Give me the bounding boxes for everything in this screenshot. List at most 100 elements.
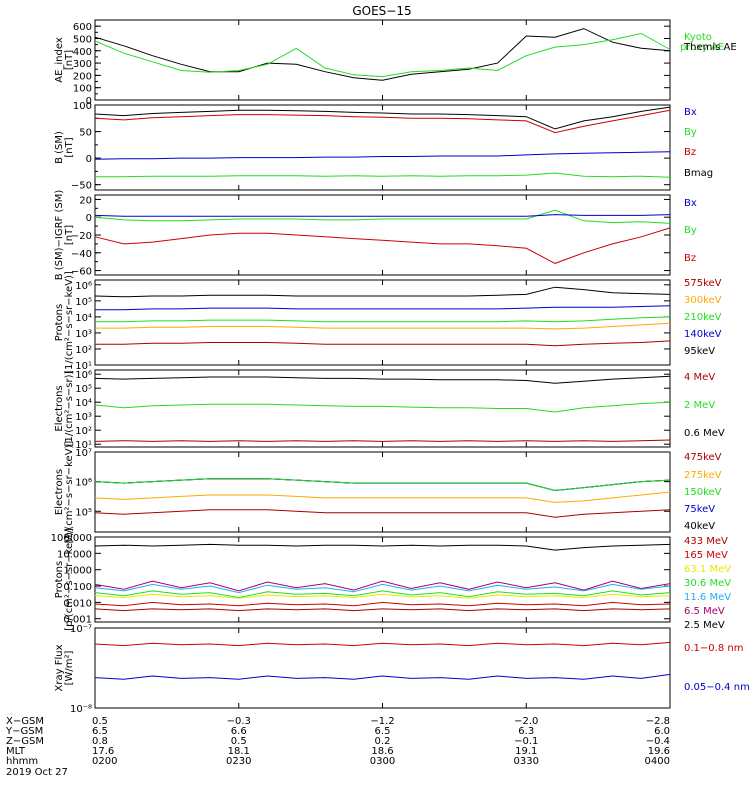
y-axis-label: [W/m²] <box>64 650 75 685</box>
y-tick-label: 0 <box>86 154 92 165</box>
legend-entry: Bz <box>684 147 696 158</box>
y-tick-label: 20 <box>79 195 92 206</box>
x-row-value: 0300 <box>370 756 395 767</box>
panel-8: 10⁻⁸ 10⁻⁷ Xray Flux [W/m²] 0.1−0.8 nm 0.05−0.… <box>54 624 750 715</box>
series-line-165-mev <box>94 601 671 607</box>
y-tick-label: 10⁵ <box>75 297 92 308</box>
series-line-300kev <box>95 322 671 330</box>
y-tick-label: −20 <box>71 231 92 242</box>
y-tick-label: −40 <box>71 249 92 260</box>
series-line-bmag <box>94 106 671 130</box>
x-row-label: Y−GSM <box>5 726 43 737</box>
y-tick-label: 400 <box>73 47 92 58</box>
series-line-0-05-0-4-nm <box>94 673 671 680</box>
panel-5: 10¹ 10² 10³ 10⁴ 10⁵ 10⁶ Electrons [1/(cm²−s−sr)… <box>54 369 725 451</box>
series-line-0-1-0-8-nm <box>94 641 671 647</box>
legend-entry: 210keV <box>684 312 722 323</box>
series-line-63-1-mev <box>94 593 671 599</box>
series-line-2-mev <box>94 401 671 413</box>
y-axis-label: Electrons <box>54 469 65 515</box>
series-line-210kev <box>95 316 671 323</box>
series-line-575kev <box>95 340 671 347</box>
panel-2: −50 0 50 100 B (SM) [nT] Bx By Bz Bmag <box>54 101 713 192</box>
y-axis-label: Electrons <box>54 385 65 431</box>
series-line-bx <box>94 151 671 160</box>
y-axis-label: B (SM)−IGRF (SM) <box>54 190 65 281</box>
legend-entry: 300keV <box>684 295 722 306</box>
legend-entry: 150keV <box>684 487 722 498</box>
y-tick-label: 0.010 <box>63 598 92 609</box>
y-tick-label: 10³ <box>75 412 92 423</box>
x-row-value: 6.3 <box>518 726 534 737</box>
date-label: 2019 Oct 27 <box>6 767 68 778</box>
y-tick-label: 0 <box>86 96 92 107</box>
x-row-value: 0200 <box>92 756 117 767</box>
y-tick-label: 1.000 <box>63 566 92 577</box>
x-row-value: 17.6 <box>92 746 114 757</box>
legend-entry: 575keV <box>684 278 722 289</box>
y-axis-label: [1/(cm²−s−sr−keV)] <box>64 441 75 544</box>
y-tick-label: 10³ <box>75 329 92 340</box>
x-row-value: −0.1 <box>514 736 538 747</box>
x-row-value: 19.6 <box>648 746 670 757</box>
y-tick-label: 50 <box>79 128 92 139</box>
panel-frame <box>94 194 671 276</box>
series-line-0-6-mev <box>94 375 671 384</box>
panel-4: 10¹ 10² 10³ 10⁴ 10⁵ 10⁶ Protons [1/(cm²−s−sr−ke… <box>54 271 722 374</box>
y-tick-label: 0 <box>86 213 92 224</box>
y-tick-label: 10² <box>75 426 92 437</box>
x-row-value: 0.8 <box>92 736 108 747</box>
panel-frame <box>94 451 671 533</box>
panel-frame <box>94 104 671 191</box>
series-line-433-mev <box>94 608 671 612</box>
series-line-4-mev <box>94 439 671 442</box>
x-row-value: −0.3 <box>227 716 251 727</box>
x-row-value: −2.0 <box>514 716 538 727</box>
y-tick-label: 200 <box>73 71 92 82</box>
y-tick-label: 0.001 <box>63 615 92 626</box>
y-tick-label: 10⁶ <box>75 478 92 489</box>
legend-entry: 95keV <box>684 346 715 357</box>
x-row-value: 0.5 <box>92 716 108 727</box>
y-axis-label: [p/(cm²−s−sr−keV)] <box>64 528 75 631</box>
legend-entry: 6.5 MeV <box>684 606 725 617</box>
legend-entry: 165 MeV <box>684 550 728 561</box>
series-line-475kev <box>94 509 671 518</box>
panel-7: 0.001 0.010 0.100 1.000 10.000 100.000 Protons… <box>51 528 732 631</box>
x-row-value: 0230 <box>226 756 251 767</box>
series-line-bx <box>94 214 671 217</box>
legend-entry: 2.5 MeV <box>684 620 725 631</box>
series-line-bz <box>94 227 671 264</box>
y-axis-label: [nT] <box>64 225 75 245</box>
x-row-label: hhmm <box>6 756 38 767</box>
legend-entry: By <box>684 225 697 236</box>
x-row-value: 0.2 <box>375 736 391 747</box>
y-tick-label: 10⁻⁸ <box>70 704 92 715</box>
y-tick-label: −50 <box>71 181 92 192</box>
y-axis-label: [1/(cm²−s−sr)] <box>64 370 75 446</box>
panel-6: 10⁵ 10⁶ 10⁷ Electrons [1/(cm²−s−sr−keV)] 475k… <box>54 441 722 544</box>
x-row-value: −0.4 <box>646 736 670 747</box>
y-axis-label: Protons <box>54 561 65 598</box>
y-tick-label: 10⁶ <box>75 370 92 381</box>
legend-entry: 275keV <box>684 470 722 481</box>
y-axis-label: [nT] <box>64 137 75 157</box>
y-axis-label: [1/(cm²−s−sr−keV)] <box>64 271 75 374</box>
y-tick-label: 10⁵ <box>75 384 92 395</box>
x-row-value: 6.6 <box>231 726 247 737</box>
legend-entry: 11.6 MeV <box>684 592 731 603</box>
x-row-value: 0330 <box>514 756 539 767</box>
legend-entry: 30.6 MeV <box>684 578 731 589</box>
y-tick-label: 10⁵ <box>75 507 92 518</box>
series-line-11-6-mev <box>94 583 671 594</box>
x-row-value: −1.2 <box>370 716 394 727</box>
series-line-6-5-mev <box>94 580 671 592</box>
y-axis-label: B (SM) <box>54 131 65 164</box>
legend-entry: Bx <box>684 198 697 209</box>
legend-entry-line2: proxy AE <box>680 42 724 53</box>
series-line-275kev <box>94 491 671 503</box>
figure-title: GOES−15 <box>352 4 411 18</box>
legend-entry: By <box>684 127 697 138</box>
legend-entry: 0.05−0.4 nm <box>684 682 750 693</box>
x-row-value: 6.5 <box>92 726 108 737</box>
